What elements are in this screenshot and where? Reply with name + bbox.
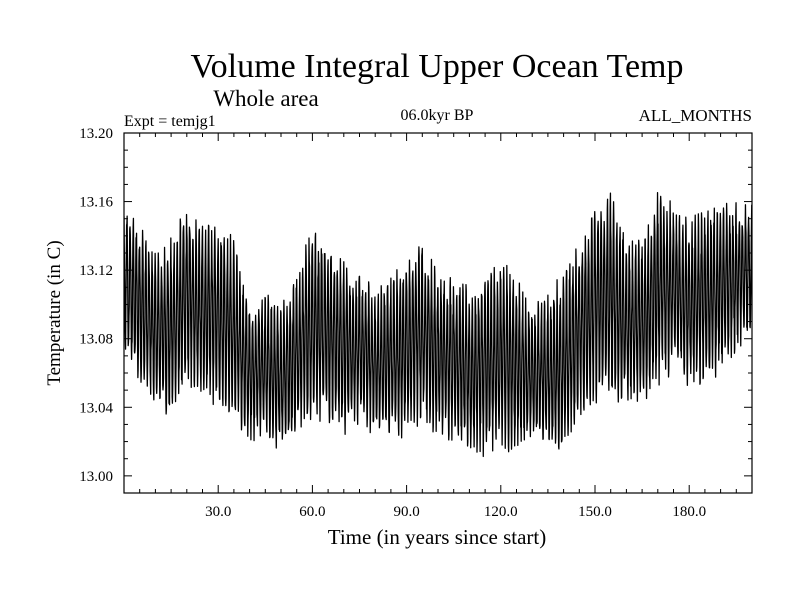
x-tick-label: 90.0 [393, 504, 419, 520]
x-tick-label: 180.0 [672, 504, 706, 520]
chart-subtitle: Whole area [213, 86, 318, 111]
x-tick-label: 120.0 [484, 504, 518, 520]
series-layer [124, 192, 752, 458]
y-tick-label: 13.00 [79, 469, 113, 485]
x-tick-label: 60.0 [299, 504, 325, 520]
months-label: ALL_MONTHS [639, 106, 752, 125]
chart-title: Volume Integral Upper Ocean Temp [191, 48, 684, 85]
y-tick-label: 13.20 [79, 126, 113, 142]
y-tick-label: 13.08 [79, 332, 113, 348]
y-axis: 13.00 13.04 13.08 13.12 13.16 13.20 [79, 126, 752, 485]
x-axis-label: Time (in years since start) [328, 525, 547, 549]
x-tick-label: 150.0 [578, 504, 612, 520]
y-axis-label: Temperature (in C) [44, 240, 65, 385]
y-tick-label: 13.12 [79, 263, 113, 279]
experiment-label: Expt = temjg1 [124, 113, 216, 130]
period-label: 06.0kyr BP [401, 107, 474, 124]
x-tick-label: 30.0 [205, 504, 231, 520]
temperature-series-line [124, 192, 752, 458]
y-tick-label: 13.16 [79, 195, 113, 211]
x-axis: 30.0 60.0 90.0 120.0 150.0 180.0 [139, 133, 737, 520]
y-tick-label: 13.04 [79, 400, 113, 416]
